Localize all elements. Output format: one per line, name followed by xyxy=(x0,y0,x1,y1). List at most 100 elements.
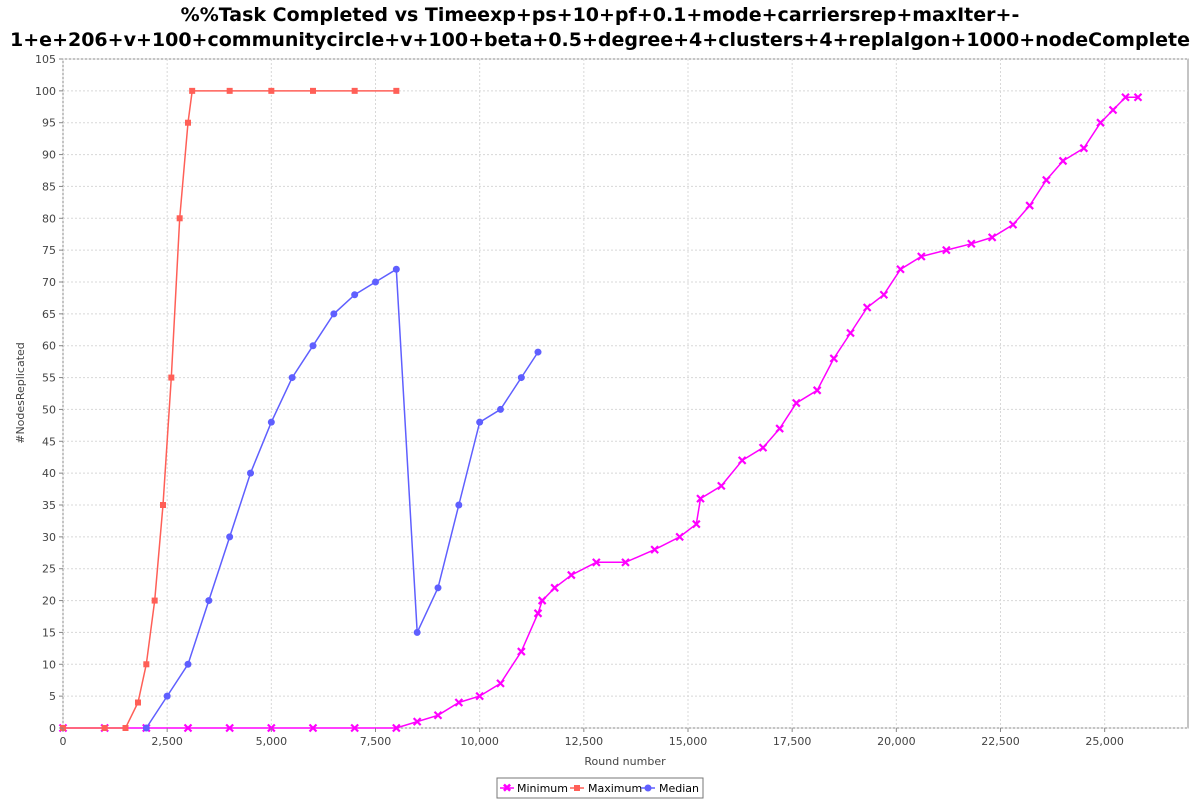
data-point-minimum xyxy=(775,424,784,433)
data-point-minimum xyxy=(896,264,905,274)
data-point-minimum xyxy=(433,710,443,720)
data-point-median xyxy=(351,291,359,299)
y-tick-label: 70 xyxy=(42,276,56,289)
data-point-minimum xyxy=(1079,143,1089,153)
data-point-minimum xyxy=(537,596,547,605)
data-point-minimum xyxy=(846,328,855,338)
data-point-minimum xyxy=(475,691,484,701)
data-point-median xyxy=(497,405,504,413)
y-tick-label: 0 xyxy=(49,722,56,735)
data-point-median xyxy=(184,660,192,668)
x-tick-label: 10,000 xyxy=(460,735,499,748)
chart-title-line-2: 1+e+206+v+100+communitycircle+v+100+beta… xyxy=(10,29,1190,51)
data-point-maximum xyxy=(351,87,358,94)
data-point-minimum xyxy=(917,252,926,261)
series-line-maximum xyxy=(63,90,397,729)
legend-median-marker xyxy=(644,784,652,792)
data-point-median xyxy=(205,597,213,605)
data-point-minimum xyxy=(592,558,601,567)
data-point-median xyxy=(288,374,296,382)
y-tick-label: 95 xyxy=(42,117,56,130)
data-point-minimum xyxy=(1008,220,1018,229)
data-point-minimum xyxy=(1042,175,1051,185)
data-point-minimum xyxy=(308,723,318,733)
y-tick-label: 105 xyxy=(35,53,56,66)
data-point-minimum xyxy=(350,723,359,733)
x-tick-label: 5,000 xyxy=(256,735,288,748)
data-point-maximum xyxy=(176,215,183,222)
series-layer xyxy=(58,87,1143,733)
x-tick-label: 15,000 xyxy=(669,735,708,748)
data-point-maximum xyxy=(268,87,275,94)
legend-minimum-marker: ✖ xyxy=(502,781,512,795)
y-tick-label: 40 xyxy=(42,467,56,480)
data-point-median xyxy=(476,418,484,426)
x-tick-label: 7,500 xyxy=(360,735,392,748)
data-point-maximum xyxy=(160,502,166,508)
data-point-median xyxy=(142,724,150,732)
legend-median-label: Median xyxy=(659,782,699,795)
x-tick-label: 20,000 xyxy=(877,735,916,748)
data-point-minimum xyxy=(812,386,822,395)
data-point-median xyxy=(226,533,234,541)
legend-maximum-label: Maximum xyxy=(588,782,642,795)
data-point-maximum xyxy=(122,725,129,731)
data-point-median xyxy=(392,265,400,273)
data-point-minimum xyxy=(454,698,464,707)
y-tick-label: 55 xyxy=(42,372,56,385)
x-tick-label: 17,500 xyxy=(773,735,812,748)
data-point-minimum xyxy=(879,290,889,300)
data-point-minimum xyxy=(696,494,705,503)
data-point-maximum xyxy=(143,661,150,668)
y-tick-label: 85 xyxy=(42,180,56,193)
data-point-minimum xyxy=(650,545,659,554)
data-point-minimum xyxy=(1025,201,1034,210)
data-point-minimum xyxy=(942,245,951,255)
y-tick-label: 35 xyxy=(42,499,56,512)
x-tick-label: 2,500 xyxy=(151,735,183,748)
series-minimum xyxy=(58,92,1143,733)
y-tick-label: 15 xyxy=(42,626,56,639)
data-point-minimum xyxy=(737,456,747,465)
data-point-minimum xyxy=(675,532,684,542)
data-point-minimum xyxy=(987,233,997,242)
data-point-minimum xyxy=(567,570,576,580)
data-point-minimum xyxy=(758,443,768,452)
data-point-maximum xyxy=(185,119,191,126)
data-point-median xyxy=(163,692,171,700)
data-point-median xyxy=(330,310,338,318)
data-point-minimum xyxy=(183,723,193,733)
data-point-minimum xyxy=(621,558,630,567)
y-tick-label: 30 xyxy=(42,531,56,544)
data-point-maximum xyxy=(168,374,175,381)
data-point-maximum xyxy=(226,87,233,94)
data-point-maximum xyxy=(393,87,400,94)
y-tick-label: 65 xyxy=(42,308,56,321)
data-point-minimum xyxy=(1058,156,1068,166)
x-tick-label: 0 xyxy=(60,735,67,748)
data-point-minimum xyxy=(1108,105,1118,115)
data-point-median xyxy=(534,348,542,356)
data-point-median xyxy=(455,501,463,509)
data-point-minimum xyxy=(225,723,234,733)
data-point-minimum xyxy=(692,519,701,529)
x-axis-title: Round number xyxy=(584,755,666,768)
legend-box xyxy=(496,777,704,799)
data-point-median xyxy=(517,374,525,382)
legend-minimum-label: Minimum xyxy=(517,782,568,795)
data-point-maximum xyxy=(151,597,158,604)
grid xyxy=(62,58,1188,729)
data-point-minimum xyxy=(1133,92,1143,102)
y-tick-label: 50 xyxy=(42,403,56,416)
y-tick-label: 60 xyxy=(42,340,56,353)
data-point-maximum xyxy=(310,87,316,94)
data-point-maximum xyxy=(101,725,108,731)
data-point-minimum xyxy=(533,609,543,618)
data-point-minimum xyxy=(1096,118,1105,127)
data-point-minimum xyxy=(717,481,726,491)
series-maximum xyxy=(60,87,400,731)
data-point-minimum xyxy=(967,239,976,249)
legend-maximum-marker xyxy=(574,785,580,791)
y-tick-label: 90 xyxy=(42,149,56,162)
